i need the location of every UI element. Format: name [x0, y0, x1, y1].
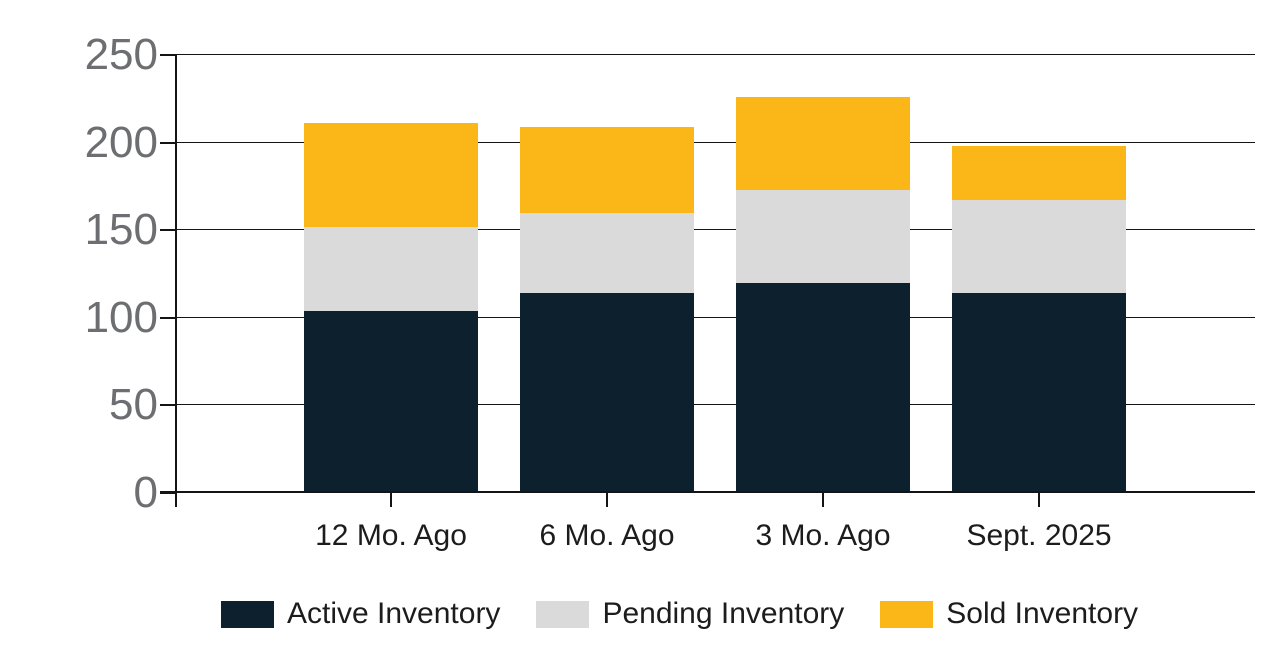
legend-item-pending: Pending Inventory: [536, 598, 844, 630]
bar-sept-2025: [952, 146, 1126, 493]
gridline-150: [160, 229, 1255, 231]
bar-3-mo-ago: [736, 97, 910, 493]
y-tick-0: [160, 492, 175, 494]
x-label-3: 3 Mo. Ago: [755, 519, 891, 552]
bar-6-mo-ago: [520, 126, 694, 493]
segment-pending-inventory: [952, 200, 1126, 294]
segment-sold-inventory: [304, 123, 478, 227]
y-tick-150: [160, 229, 175, 232]
gridline-50: [160, 404, 1255, 406]
x-tick-origin: [175, 493, 177, 507]
segment-active-inventory: [304, 310, 478, 493]
sold-inventory-swatch: [880, 600, 934, 628]
y-tick-label-100: 100: [84, 292, 158, 342]
segment-active-inventory: [952, 293, 1126, 493]
segment-active-inventory: [736, 282, 910, 493]
gridline-200: [160, 141, 1255, 143]
active-inventory-swatch: [221, 600, 274, 628]
segment-pending-inventory: [304, 226, 478, 311]
pending-inventory-swatch: [536, 600, 590, 628]
x-tick-3: [822, 493, 824, 507]
x-label-4: Sept. 2025: [966, 519, 1112, 552]
plot-area: [160, 54, 1255, 507]
x-label-1: 12 Mo. Ago: [315, 519, 467, 552]
segment-sold-inventory: [952, 146, 1126, 201]
legend-label-sold: Sold Inventory: [946, 597, 1139, 630]
segment-pending-inventory: [736, 189, 910, 283]
y-tick-label-150: 150: [84, 205, 158, 255]
x-label-2: 6 Mo. Ago: [539, 519, 675, 552]
legend-item-sold: Sold Inventory: [880, 598, 1138, 630]
y-axis-line: [175, 55, 177, 507]
y-tick-label-200: 200: [84, 117, 158, 167]
y-tick-100: [160, 316, 175, 319]
legend-item-active: Active Inventory: [221, 598, 500, 630]
x-axis-line: [160, 491, 1255, 493]
y-tick-250: [160, 54, 175, 56]
bar-12-mo-ago: [304, 123, 478, 493]
gridline-250: [160, 54, 1255, 55]
legend-label-active: Active Inventory: [287, 597, 501, 630]
segment-sold-inventory: [520, 126, 694, 213]
x-tick-2: [606, 493, 608, 507]
y-tick-label-0: 0: [133, 468, 158, 517]
y-tick-label-50: 50: [109, 380, 158, 430]
y-tick-label-250: 250: [84, 30, 158, 79]
segment-pending-inventory: [520, 212, 694, 294]
legend: Active Inventory Pending Inventory Sold …: [221, 598, 1138, 630]
segment-sold-inventory: [736, 97, 910, 190]
x-tick-4: [1038, 493, 1040, 507]
y-tick-200: [160, 141, 175, 144]
y-tick-50: [160, 404, 175, 407]
legend-label-pending: Pending Inventory: [602, 597, 845, 630]
gridline-100: [160, 316, 1255, 318]
x-tick-1: [390, 493, 392, 507]
segment-active-inventory: [520, 293, 694, 493]
